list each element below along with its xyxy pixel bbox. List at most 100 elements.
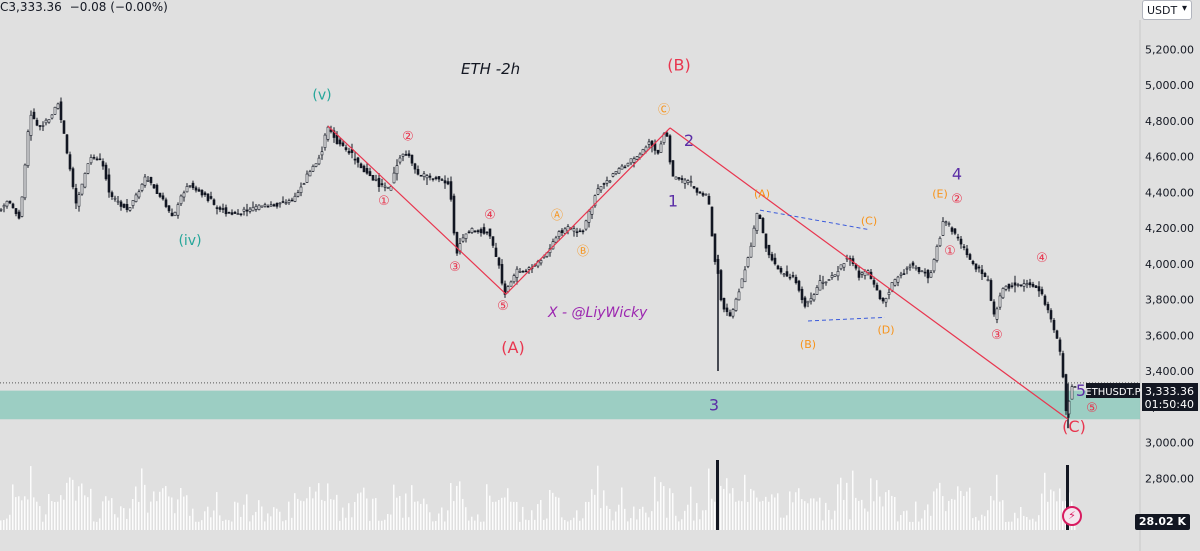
volume-bar [399, 496, 401, 530]
volume-bar [459, 481, 461, 530]
wave-label: ⑤ [1086, 401, 1098, 416]
candle-body [680, 178, 684, 180]
candle-body [425, 175, 429, 179]
volume-bar [372, 498, 374, 530]
volume-bar [654, 476, 656, 530]
candle-body [194, 187, 198, 191]
candle [557, 230, 561, 240]
price-tick-label: 5,200.00 [1145, 43, 1194, 56]
candle [806, 300, 810, 308]
volume-bar [333, 499, 335, 530]
volume-bar [1014, 512, 1016, 530]
candle [686, 179, 690, 186]
candle-body [704, 193, 708, 196]
candle [413, 162, 417, 174]
volume-bar [126, 518, 128, 530]
volume-bar [246, 494, 248, 530]
candle-body [188, 185, 192, 187]
candle-body [116, 200, 120, 203]
volume-bar [513, 501, 515, 530]
volume-bar [663, 486, 665, 530]
volume-bar [210, 517, 212, 530]
symbol-header: C3,333.36 −0.08 (−0.00%) [0, 0, 172, 18]
volume-bar [975, 516, 977, 530]
candle-body [728, 312, 732, 317]
price-tick-label: 4,000.00 [1145, 258, 1194, 271]
candle [1049, 308, 1053, 323]
candle-body [386, 187, 390, 189]
volume-bar [1044, 472, 1046, 530]
volume-bar [696, 503, 698, 530]
candle [821, 275, 825, 290]
volume-bar [519, 521, 521, 530]
candle [623, 164, 627, 169]
candle [437, 176, 441, 183]
candle [992, 299, 996, 317]
candle-body [314, 163, 318, 167]
currency-selector[interactable]: USDT ▾ [1142, 0, 1192, 20]
volume-bar [258, 500, 260, 530]
candle-body [857, 270, 861, 278]
volume-bar [240, 516, 242, 530]
candle-body [299, 186, 303, 193]
volume-bar [825, 502, 827, 530]
volume-bar [24, 496, 26, 530]
candle-body [401, 153, 405, 157]
candle [596, 184, 600, 196]
candle-body [791, 275, 795, 277]
candle [515, 266, 519, 285]
candle-body [674, 176, 678, 180]
candle-body [746, 257, 750, 267]
price-tick-label: 3,800.00 [1145, 294, 1194, 307]
candle-body [596, 188, 600, 195]
candle-body [614, 171, 618, 175]
candle-body [353, 158, 357, 161]
volume-bar [1005, 521, 1007, 530]
volume-bar [267, 513, 269, 530]
candle-body [452, 195, 456, 234]
candle [902, 269, 906, 275]
volume-bar [390, 514, 392, 530]
candle-body [785, 271, 789, 277]
candle-body [776, 265, 780, 270]
candle [338, 137, 342, 147]
candle [1031, 281, 1035, 288]
candle [98, 153, 102, 161]
candle [392, 166, 396, 184]
volume-bar [192, 508, 194, 530]
candle [707, 193, 711, 205]
candle [887, 288, 891, 300]
volume-bar [369, 520, 371, 530]
candle-body [818, 280, 822, 291]
candle-body [368, 171, 372, 177]
volume-bar [669, 488, 671, 530]
candle [380, 178, 384, 188]
candle [680, 175, 684, 184]
candle-body [947, 223, 951, 225]
candle [1043, 294, 1047, 307]
candle [20, 196, 24, 218]
volume-bar [201, 520, 203, 530]
candle-body [959, 238, 963, 245]
candle [677, 177, 681, 181]
candle [986, 275, 990, 282]
candle-body [983, 273, 987, 277]
volume-bar [3, 519, 5, 530]
candle [398, 154, 402, 165]
volume-bar [684, 510, 686, 530]
candle [206, 193, 210, 203]
lightning-icon[interactable]: ⚡ [1062, 506, 1082, 526]
candle [173, 211, 177, 217]
price-tick-label: 4,800.00 [1145, 115, 1194, 128]
candle [47, 119, 51, 124]
volume-bar [801, 499, 803, 530]
volume-bar [306, 498, 308, 530]
volume-bar [564, 520, 566, 530]
symbol-tag-bg [1086, 383, 1140, 398]
candle-body [206, 193, 210, 201]
candle-body [941, 221, 945, 236]
candle [794, 274, 798, 285]
candle-body [1028, 282, 1032, 286]
candle [125, 198, 129, 213]
